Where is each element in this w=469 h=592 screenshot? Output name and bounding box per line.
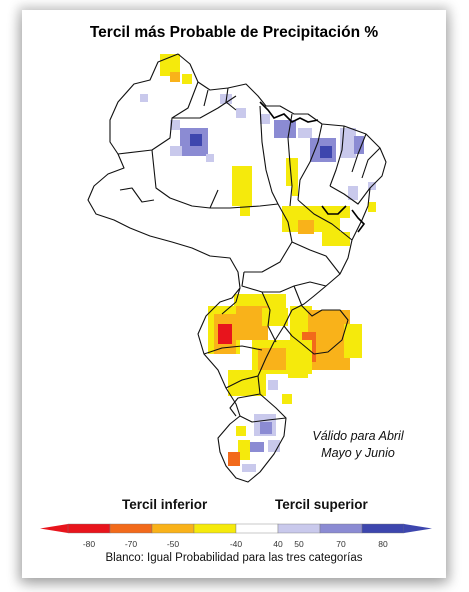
legend-tick-label: 70 <box>336 539 346 549</box>
legend-arrow-right <box>404 524 432 533</box>
forecast-map-panel: Tercil más Probable de Precipitación % <box>22 10 446 578</box>
legend-swatch <box>361 523 405 534</box>
state-borders <box>87 53 387 483</box>
legend-swatch <box>67 523 111 534</box>
legend-swatch <box>235 523 279 534</box>
legend-tick-label: 40 <box>273 539 283 549</box>
legend-upper-tercile-label: Tercil superior <box>275 497 368 512</box>
legend-swatch <box>151 523 195 534</box>
legend-footnote: Blanco: Igual Probabilidad para las tres… <box>105 552 363 564</box>
legend-swatch <box>193 523 237 534</box>
legend-tick-label: 50 <box>294 539 304 549</box>
legend-tick-label: -70 <box>124 539 138 549</box>
coastline-detail <box>259 101 366 233</box>
brazil-map <box>40 53 432 534</box>
legend-swatch <box>277 523 321 534</box>
legend-swatch <box>319 523 363 534</box>
map-title: Tercil más Probable de Precipitación % <box>89 24 379 41</box>
legend-tick-label: -80 <box>82 539 96 549</box>
anomaly-cells <box>140 54 376 472</box>
validity-line-2: Mayo y Junio <box>321 446 395 460</box>
legend-tick-label: -50 <box>166 539 180 549</box>
legend-tick-label: -40 <box>229 539 243 549</box>
legend-colorbar <box>40 523 432 534</box>
validity-line-1: Válido para Abril <box>312 429 404 443</box>
legend-lower-tercile-label: Tercil inferior <box>122 497 208 512</box>
legend-arrow-left <box>40 524 68 533</box>
validity-note: Válido para Abril Mayo y Junio <box>288 428 428 462</box>
legend-tick-label: 80 <box>378 539 388 549</box>
legend-swatch <box>109 523 153 534</box>
